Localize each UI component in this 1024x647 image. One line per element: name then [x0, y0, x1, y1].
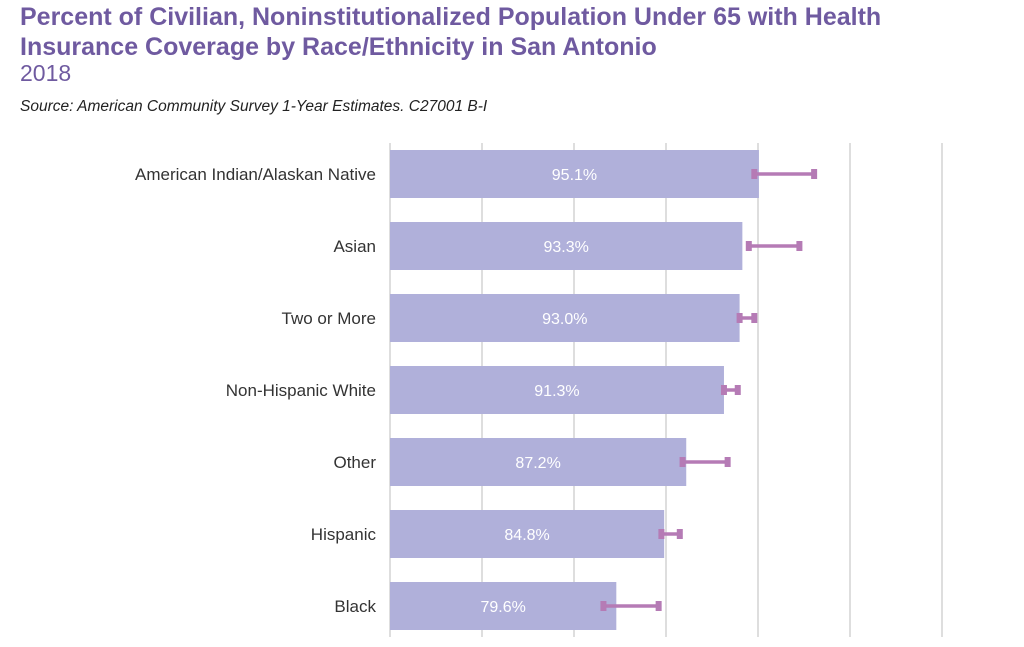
chart-year: 2018	[20, 60, 72, 86]
error-cap-high-3	[734, 385, 741, 395]
error-cap-low-4	[679, 457, 686, 467]
value-label-1: 93.3%	[543, 239, 588, 256]
error-cap-high-0	[811, 169, 818, 179]
chart-source: Source: American Community Survey 1-Year…	[20, 98, 488, 115]
category-label-5: Hispanic	[311, 525, 377, 544]
error-cap-low-2	[736, 313, 743, 323]
error-cap-low-1	[745, 241, 752, 251]
bar-3	[390, 366, 724, 414]
bar-1	[390, 222, 743, 270]
value-label-4: 87.2%	[515, 455, 560, 472]
error-cap-low-0	[751, 169, 758, 179]
error-cap-high-2	[751, 313, 758, 323]
bar-chart: American Indian/Alaskan Native 95.1% Asian…	[135, 143, 943, 637]
error-cap-low-6	[600, 601, 607, 611]
bar-4	[390, 438, 687, 486]
error-cap-low-3	[720, 385, 727, 395]
value-label-2: 93.0%	[542, 311, 587, 328]
error-cap-high-5	[676, 529, 683, 539]
value-label-3: 91.3%	[534, 383, 579, 400]
category-label-1: Asian	[333, 237, 376, 256]
bar-0	[390, 150, 759, 198]
error-cap-high-1	[796, 241, 803, 251]
error-cap-low-5	[658, 529, 665, 539]
value-label-0: 95.1%	[552, 167, 597, 184]
value-label-5: 84.8%	[504, 527, 549, 544]
bar-5	[390, 510, 665, 558]
error-cap-high-6	[655, 601, 662, 611]
category-label-0: American Indian/Alaskan Native	[135, 165, 376, 184]
category-label-3: Non-Hispanic White	[226, 381, 376, 400]
bar-2	[390, 294, 740, 342]
category-label-4: Other	[333, 453, 376, 472]
value-label-6: 79.6%	[480, 599, 525, 616]
error-cap-high-4	[724, 457, 731, 467]
category-label-6: Black	[334, 597, 376, 616]
bar-6	[390, 582, 617, 630]
chart-title: Percent of Civilian, Noninstitutionalize…	[20, 3, 882, 61]
category-label-2: Two or More	[282, 309, 376, 328]
